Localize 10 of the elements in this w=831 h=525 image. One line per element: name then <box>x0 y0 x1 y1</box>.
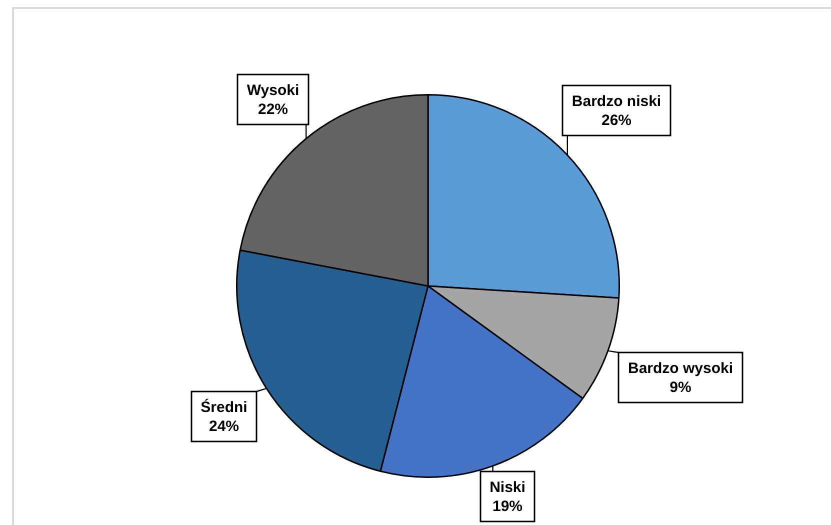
slice-label: Bardzo niski <box>572 93 662 110</box>
data-label: 26% <box>601 112 632 130</box>
data-label: 24% <box>208 418 240 436</box>
slice-label: Wysoki <box>246 82 300 100</box>
slice-label: Niski <box>490 479 526 496</box>
slice-label: Bardzo wysoki <box>628 360 734 378</box>
data-label: 9% <box>670 379 692 396</box>
data-label: 22% <box>258 101 288 118</box>
slice-label: Średni <box>200 398 248 416</box>
data-label: 19% <box>492 498 523 516</box>
